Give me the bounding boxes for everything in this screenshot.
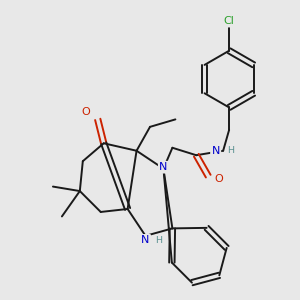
Text: H: H <box>227 146 234 155</box>
Text: Cl: Cl <box>224 16 235 26</box>
Text: N: N <box>212 146 220 156</box>
Text: N: N <box>159 162 168 172</box>
Text: O: O <box>81 107 90 117</box>
Text: O: O <box>214 174 223 184</box>
Text: H: H <box>155 236 163 245</box>
Text: N: N <box>141 235 150 245</box>
